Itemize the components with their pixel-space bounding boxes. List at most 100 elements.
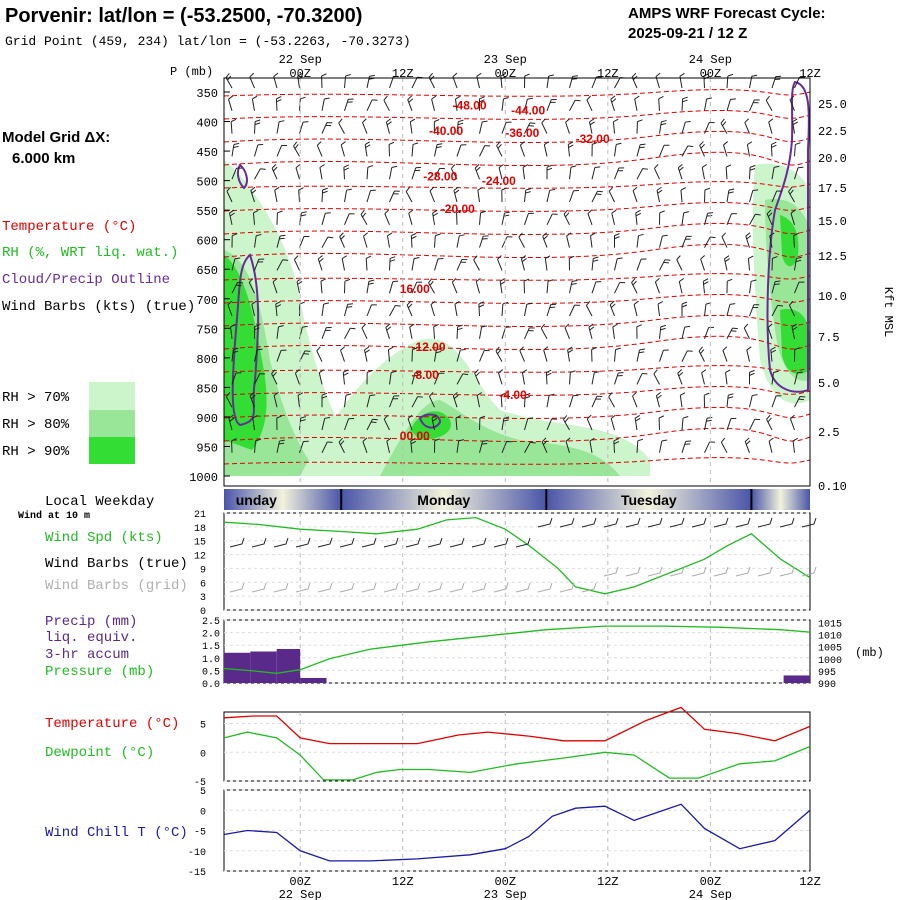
wind-barb-flag bbox=[655, 277, 660, 283]
wind-barb-flag bbox=[615, 347, 621, 351]
wind-barb-flag bbox=[529, 122, 536, 124]
wind-barb bbox=[519, 346, 525, 362]
wind-barb-flag bbox=[546, 372, 552, 376]
grid-wind-barb bbox=[383, 582, 399, 593]
wind-barb-flag bbox=[685, 121, 691, 123]
day-label: Tuesday bbox=[621, 492, 677, 508]
wind-speed-tick: 15 bbox=[194, 538, 206, 549]
wind-barb-flag bbox=[572, 75, 579, 77]
wind-barb-flag bbox=[455, 415, 461, 419]
wind-barb bbox=[276, 415, 282, 431]
wind-barb bbox=[366, 394, 376, 408]
wind-barb-flag bbox=[341, 255, 348, 260]
bottom-time-hour: 12Z bbox=[392, 875, 414, 889]
wind-barb bbox=[386, 437, 392, 453]
wind-barb-flag bbox=[518, 232, 523, 238]
wind-barb bbox=[681, 416, 689, 431]
wind-barb bbox=[317, 255, 324, 271]
wind-barb-flag bbox=[546, 369, 552, 373]
wind-barb bbox=[273, 72, 279, 89]
wind-barb-flag bbox=[388, 346, 394, 351]
isotherm-line bbox=[223, 181, 811, 189]
wind-barb bbox=[524, 73, 530, 89]
wind-barb bbox=[744, 437, 751, 453]
wind-barb-flag bbox=[776, 190, 783, 192]
wind-barb-flag bbox=[777, 304, 784, 307]
wind-barb-flag bbox=[749, 168, 756, 171]
wind-barb-flag bbox=[276, 415, 282, 419]
wind-barb-staff bbox=[434, 168, 441, 180]
wind-barb bbox=[794, 166, 804, 180]
wind-barb bbox=[254, 373, 266, 385]
wind-barb bbox=[768, 437, 774, 453]
wind-barb bbox=[724, 255, 730, 271]
isotherm-line bbox=[223, 427, 811, 443]
wind-barb-staff bbox=[452, 395, 458, 408]
wind-barb bbox=[793, 232, 799, 248]
wind-barb-staff bbox=[788, 191, 795, 203]
wind-barb-staff bbox=[569, 99, 576, 112]
bottom-time-hour: 00Z bbox=[494, 875, 516, 889]
temperature-tick: 0 bbox=[200, 749, 206, 760]
pressure-tick-label: 600 bbox=[196, 235, 218, 249]
wind-barb bbox=[635, 209, 642, 225]
wind-barb-flag bbox=[720, 118, 725, 124]
wind-barb-staff bbox=[338, 122, 345, 134]
wind-barb bbox=[344, 98, 354, 111]
wind-barb-flag bbox=[524, 73, 530, 77]
wind-barb-flag bbox=[364, 349, 370, 354]
wind-barb-flag bbox=[595, 398, 602, 400]
wind-barb-staff bbox=[789, 99, 795, 111]
wind-barb-staff bbox=[429, 190, 435, 203]
wind-barb bbox=[454, 300, 460, 317]
wind-barb-flag bbox=[773, 370, 779, 373]
legend-temperature: Temperature (°C) bbox=[2, 219, 136, 235]
wind-barb-staff bbox=[587, 213, 593, 225]
wind-barb-flag bbox=[230, 118, 237, 123]
wind-barb bbox=[747, 255, 754, 271]
wind-barb-staff bbox=[657, 304, 660, 317]
wind-barb-flag bbox=[592, 259, 599, 262]
wind-barb-staff bbox=[293, 259, 300, 271]
wind-barb-staff bbox=[659, 326, 662, 339]
wind-barb bbox=[726, 278, 733, 294]
wind-barb-flag bbox=[639, 146, 645, 149]
wind-barb-staff bbox=[294, 372, 300, 385]
wind-barb-staff bbox=[541, 441, 548, 454]
wind-barb-flag bbox=[596, 193, 602, 195]
wind-barb bbox=[631, 72, 638, 89]
wind-barb-flag bbox=[519, 346, 524, 351]
wind-barb-flag bbox=[521, 255, 527, 260]
wind-barb bbox=[410, 232, 417, 248]
wind-barb-flag bbox=[325, 124, 332, 127]
wind-barb-staff bbox=[362, 122, 368, 134]
wind-barb-flag bbox=[728, 188, 735, 191]
wind-barb-flag bbox=[436, 143, 443, 146]
wind-barb bbox=[523, 278, 530, 294]
pressure-tick-label: 400 bbox=[196, 117, 218, 131]
wind-barb-staff bbox=[456, 326, 459, 339]
wind-barb-flag bbox=[293, 141, 298, 147]
wind-barb-flag bbox=[321, 395, 328, 399]
wind-barb-flag bbox=[369, 74, 375, 77]
wind-barb bbox=[590, 232, 596, 248]
wind-barb-staff bbox=[501, 122, 507, 134]
wind-barb bbox=[386, 232, 393, 248]
wind-barb-flag bbox=[276, 99, 282, 103]
wind-barb-flag bbox=[658, 415, 665, 419]
wind-barb-staff bbox=[320, 281, 323, 294]
wind-barb-staff bbox=[271, 168, 278, 180]
wind-barb bbox=[766, 209, 773, 226]
wind-barb-flag bbox=[658, 96, 664, 100]
wind-barb-staff bbox=[276, 259, 284, 271]
wind-barb-flag bbox=[631, 72, 637, 78]
isotherm-label: -40.00 bbox=[429, 124, 463, 138]
wind-barb-flag bbox=[460, 261, 467, 263]
wind-barb-flag bbox=[228, 95, 234, 100]
surface-wind-barb bbox=[515, 537, 531, 548]
wind-barb bbox=[299, 440, 309, 453]
wind-barb-flag bbox=[550, 303, 557, 306]
wind-barb bbox=[231, 142, 240, 157]
wind-barb-staff bbox=[677, 167, 683, 180]
